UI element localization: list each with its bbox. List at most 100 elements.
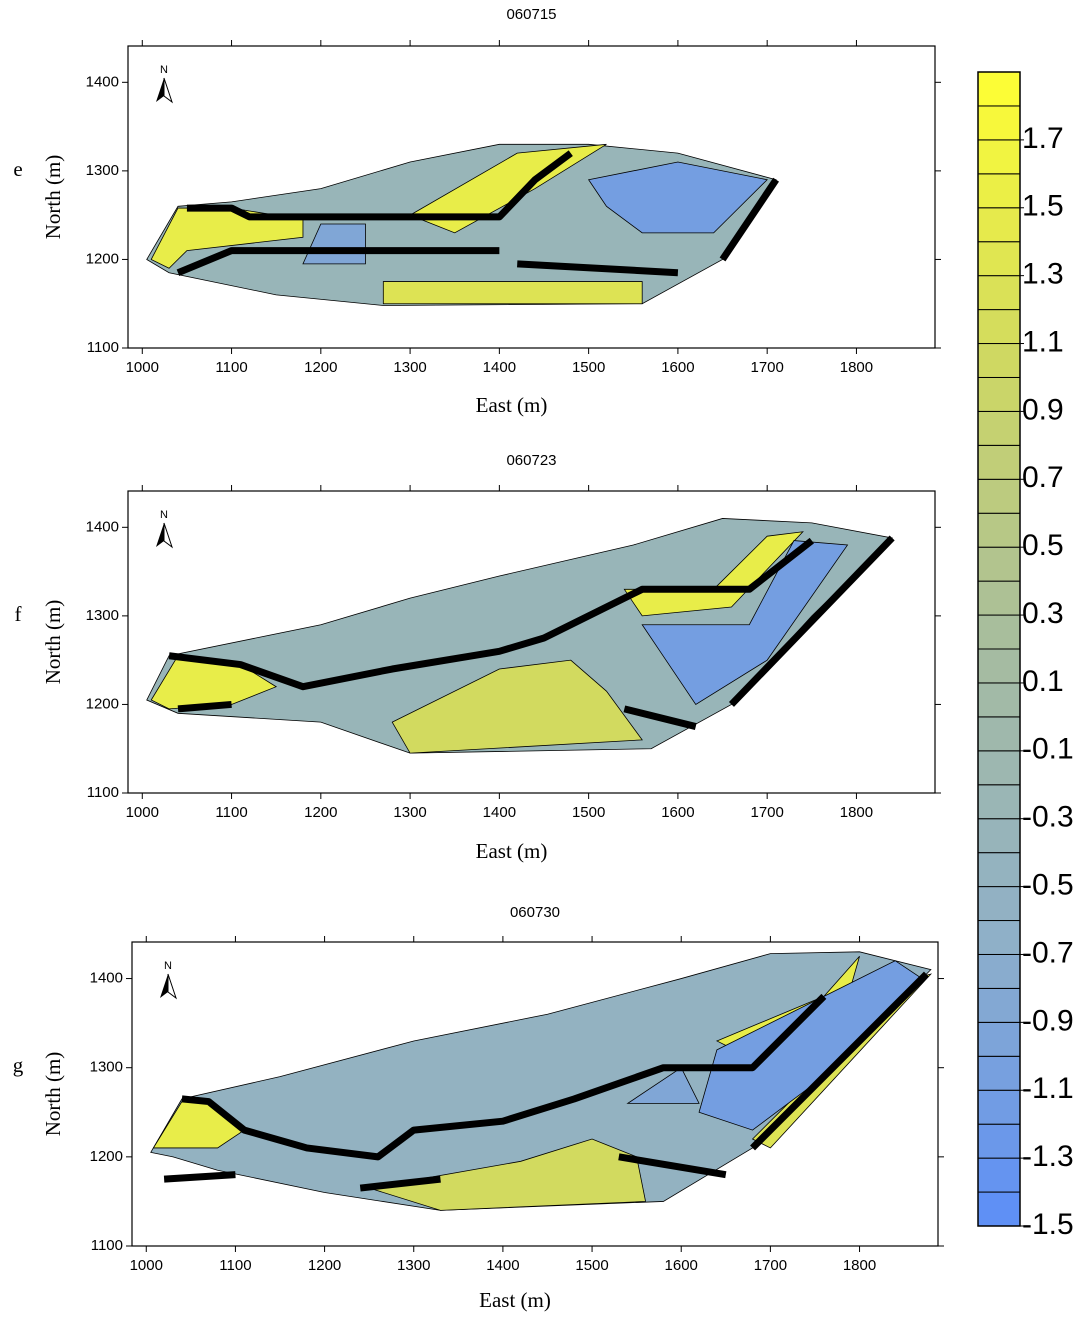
dense-contour-line [177,700,232,713]
y-tick-label: 1200 [90,1148,123,1165]
dense-contour-line [359,1175,441,1192]
panel-letter: e [13,157,22,181]
colorbar-label: 1.1 [1022,325,1064,358]
x-axis-label: East (m) [479,1288,551,1312]
contour-zone [150,951,932,1211]
plot-frame [131,941,939,1247]
colorbar-band [977,275,1021,311]
colorbar-band [977,512,1021,548]
colorbar-label: -0.7 [1022,936,1074,969]
x-tick-label: 1500 [572,359,605,376]
x-axis-label: East (m) [476,393,548,417]
colorbar-label: -0.9 [1022,1004,1074,1037]
colorbar-band [977,1055,1021,1091]
chart-title: 060730 [510,904,560,921]
panel-letter: f [15,602,22,626]
x-tick-label: 1100 [219,1257,251,1274]
colorbar-band [977,376,1021,412]
colorbar-band [977,71,1021,107]
x-tick-label: 1000 [130,1257,163,1274]
x-tick-label: 1600 [665,1257,698,1274]
x-tick-label: 1000 [126,359,159,376]
colorbar-label: 1.7 [1022,122,1064,155]
x-tick-label: 1100 [215,359,247,376]
x-tick-label: 1300 [393,804,426,821]
colorbar-band [977,207,1021,243]
x-tick-label: 1100 [215,804,247,821]
dense-contour-line [750,971,929,1151]
x-tick-label: 1000 [126,804,159,821]
y-tick-label: 1200 [86,695,119,712]
y-tick-label: 1400 [86,518,119,535]
dense-contour-line [728,535,895,707]
colorbar-band [977,886,1021,922]
colorbar-label: -0.5 [1022,869,1074,902]
colorbar-band [977,852,1021,888]
contour-zone [391,659,643,754]
colorbar-band [977,309,1021,345]
x-tick-label: 1500 [575,1257,608,1274]
colorbar-label: 0.1 [1022,665,1064,698]
colorbar-band [977,105,1021,141]
x-tick-label: 1200 [308,1257,341,1274]
colorbar-label: -1.3 [1022,1140,1074,1173]
y-tick-label: 1100 [87,339,119,356]
y-tick-label: 1400 [86,73,119,90]
colorbar-frame [977,71,1021,1227]
y-tick-label: 1300 [86,607,119,624]
x-tick-label: 1600 [661,359,694,376]
dense-contour-line [186,150,573,221]
colorbar-label: 1.5 [1022,190,1064,223]
colorbar-band [977,920,1021,955]
x-tick-label: 1700 [750,804,783,821]
colorbar-band [977,444,1021,480]
dense-contour-line [623,705,697,730]
y-axis-label: North (m) [41,600,65,685]
colorbar-band [977,784,1021,820]
y-tick-label: 1200 [86,250,119,267]
colorbar-label: 0.9 [1022,393,1064,426]
y-tick-label: 1300 [86,162,119,179]
x-tick-label: 1400 [486,1257,519,1274]
y-axis-label: North (m) [41,1052,65,1137]
colorbar-band [977,478,1021,514]
colorbar-label: -0.1 [1022,733,1074,766]
colorbar-band [977,1191,1021,1227]
colorbar-band [977,343,1021,378]
colorbar-band [977,546,1021,582]
x-tick-label: 1800 [840,359,873,376]
chart-title: 060723 [506,452,556,469]
colorbar-band [977,410,1021,446]
x-tick-label: 1200 [304,804,337,821]
colorbar-band [977,953,1021,989]
contour-zone [382,281,643,305]
colorbar-band [977,614,1021,650]
chart-title: 060715 [506,6,556,23]
colorbar-band [977,1123,1021,1159]
y-tick-label: 1100 [87,784,119,801]
x-tick-label: 1800 [843,1257,876,1274]
colorbar-label: 0.5 [1022,529,1064,562]
dense-contour-line [517,260,679,277]
x-tick-label: 1400 [483,804,516,821]
colorbar-band [977,1157,1021,1193]
x-tick-label: 1700 [754,1257,787,1274]
y-axis-label: North (m) [41,155,65,240]
x-tick-label: 1800 [840,804,873,821]
colorbar-band [977,987,1021,1023]
x-tick-label: 1500 [572,804,605,821]
colorbar-label: 0.7 [1022,461,1064,494]
panel-letter: g [13,1053,24,1077]
y-tick-label: 1100 [91,1237,123,1254]
x-tick-label: 1700 [750,359,783,376]
colorbar-label: -1.1 [1022,1072,1074,1105]
colorbar-band [977,682,1021,718]
colorbar-label: 0.3 [1022,597,1064,630]
colorbar-band [977,580,1021,616]
colorbar-band [977,139,1021,175]
y-tick-label: 1300 [90,1059,123,1076]
colorbar-band [977,818,1021,854]
colorbar-band [977,1021,1021,1057]
contour-zone [641,540,849,705]
